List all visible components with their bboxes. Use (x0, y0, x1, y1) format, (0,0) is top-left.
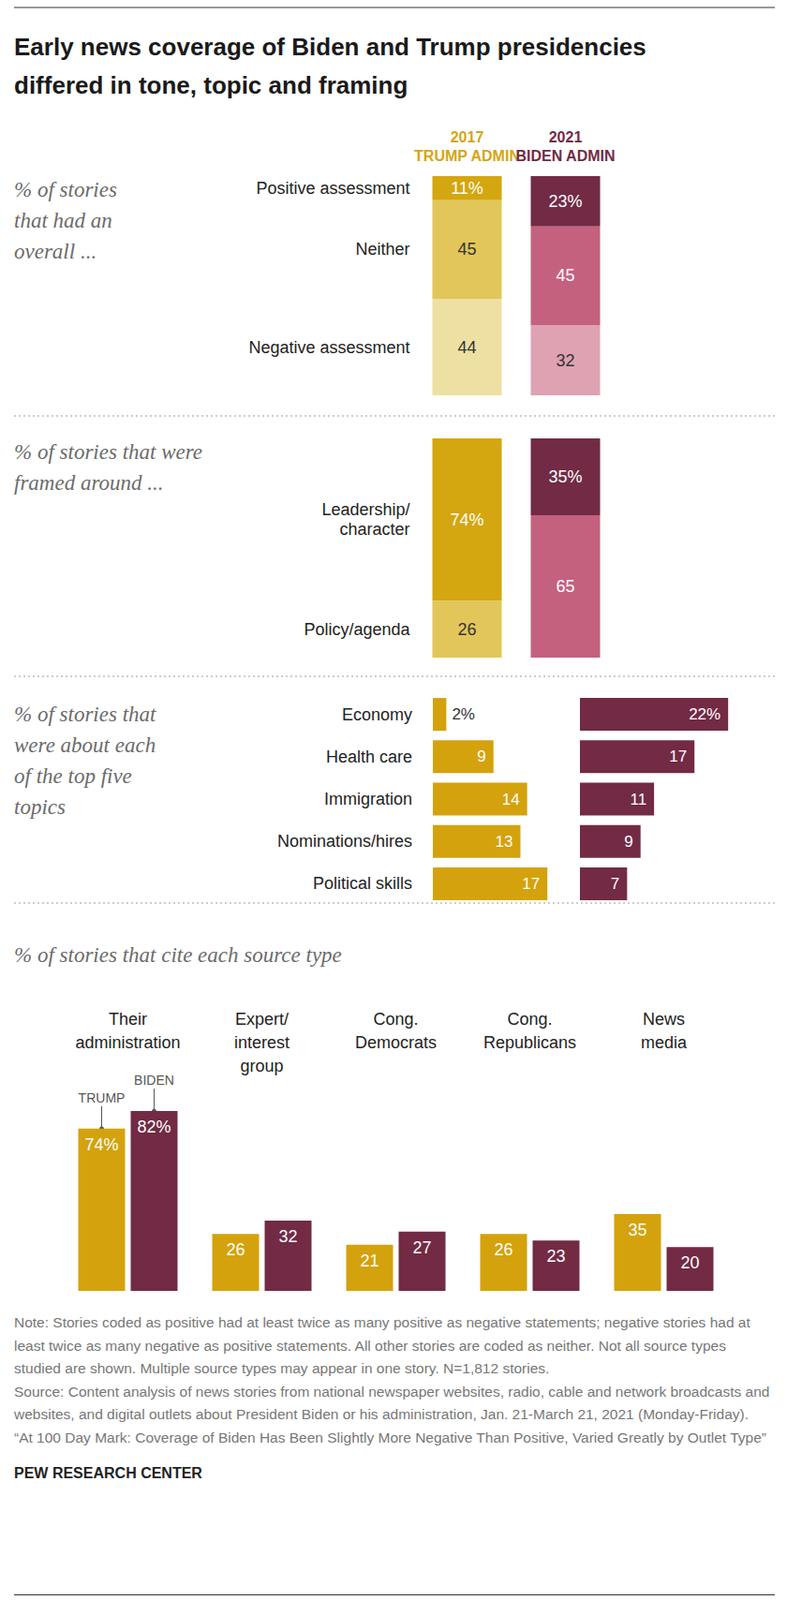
svg-text:7: 7 (610, 875, 620, 893)
svg-text:Their: Their (108, 1009, 148, 1029)
html-text:PEW RESEARCH CENTER: PEW RESEARCH CENTER (14, 1465, 203, 1482)
html-text:Source: Content analysis of ne: Source: Content analysis of news stories… (14, 1383, 770, 1423)
svg-text:35: 35 (627, 1220, 647, 1240)
svg-text:News: News (642, 1009, 685, 1029)
svg-text:26: 26 (493, 1240, 513, 1260)
svg-text:45: 45 (555, 266, 575, 285)
svg-text:% of stories: % of stories (14, 178, 118, 202)
svg-text:character: character (339, 519, 410, 539)
svg-text:Economy: Economy (341, 705, 413, 725)
svg-text:17: 17 (521, 875, 540, 893)
svg-text:13: 13 (495, 832, 514, 851)
svg-text:Leadership/: Leadership/ (321, 500, 410, 520)
svg-text:35%: 35% (548, 467, 582, 487)
svg-text:74%: 74% (449, 510, 484, 530)
svg-text:administration: administration (74, 1033, 180, 1053)
svg-text:Health care: Health care (326, 747, 413, 767)
svg-text:Cong.: Cong. (372, 1009, 418, 1029)
svg-text:Cong.: Cong. (506, 1009, 552, 1029)
svg-text:framed around ...: framed around ... (14, 471, 164, 495)
svg-text:65: 65 (555, 577, 575, 596)
svg-text:2021: 2021 (549, 129, 583, 146)
svg-text:44: 44 (457, 338, 476, 357)
svg-text:Nominations/hires: Nominations/hires (277, 831, 413, 851)
svg-text:Positive assessment: Positive assessment (255, 178, 410, 198)
svg-text:Neither: Neither (355, 239, 410, 259)
svg-text:32: 32 (278, 1227, 297, 1247)
svg-text:overall ...: overall ... (14, 239, 97, 264)
svg-text:Negative assessment: Negative assessment (248, 338, 410, 357)
svg-text:17: 17 (668, 747, 687, 766)
svg-text:Expert/: Expert/ (235, 1009, 289, 1029)
svg-text:Policy/agenda: Policy/agenda (303, 620, 411, 639)
svg-text:that had an: that had an (14, 208, 113, 233)
svg-text:21: 21 (359, 1251, 379, 1271)
svg-text:11%: 11% (450, 178, 484, 198)
svg-text:media: media (640, 1033, 688, 1053)
svg-text:45: 45 (457, 239, 476, 259)
svg-text:% of stories that were: % of stories that were (14, 440, 203, 464)
svg-text:Immigration: Immigration (324, 789, 413, 809)
svg-text:74%: 74% (84, 1135, 119, 1155)
svg-text:TRUMP ADMIN: TRUMP ADMIN (414, 148, 520, 164)
svg-text:9: 9 (623, 832, 633, 851)
svg-text:26: 26 (457, 620, 476, 639)
svg-text:Political skills: Political skills (312, 874, 413, 893)
svg-text:Republicans: Republicans (483, 1033, 577, 1053)
svg-text:14: 14 (502, 790, 520, 809)
svg-text:interest: interest (234, 1033, 290, 1053)
svg-text:BIDEN: BIDEN (133, 1072, 175, 1088)
svg-text:were about each: were about each (14, 733, 156, 758)
html-text:Note: Stories coded as positiv: Note: Stories coded as positive had at l… (14, 1314, 751, 1377)
svg-text:32: 32 (555, 351, 575, 371)
html-text:“At 100 Day Mark: Coverage of: “At 100 Day Mark: Coverage of Biden Has … (14, 1429, 767, 1446)
svg-text:20: 20 (680, 1253, 699, 1273)
svg-text:27: 27 (412, 1238, 431, 1258)
svg-text:% of stories that cite each so: % of stories that cite each source type (14, 943, 342, 967)
svg-text:23: 23 (546, 1247, 565, 1266)
svg-text:Democrats: Democrats (355, 1033, 437, 1053)
svg-text:BIDEN ADMIN: BIDEN ADMIN (515, 148, 615, 164)
svg-text:9: 9 (476, 747, 486, 766)
svg-text:Early news coverage of Biden a: Early news coverage of Biden and Trump p… (14, 32, 647, 61)
svg-text:11: 11 (629, 790, 647, 809)
svg-text:% of stories that: % of stories that (14, 702, 157, 727)
svg-text:differed in tone, topic and fr: differed in tone, topic and framing (14, 71, 408, 100)
svg-text:82%: 82% (136, 1117, 171, 1137)
svg-text:group: group (239, 1056, 283, 1076)
svg-text:2%: 2% (451, 705, 476, 724)
svg-text:22%: 22% (688, 705, 721, 724)
svg-text:of the top five: of the top five (14, 764, 133, 788)
svg-text:2017: 2017 (450, 129, 485, 146)
svg-text:26: 26 (225, 1240, 245, 1260)
svg-text:23%: 23% (548, 192, 582, 211)
svg-text:TRUMP: TRUMP (78, 1090, 126, 1106)
svg-text:topics: topics (14, 795, 66, 819)
